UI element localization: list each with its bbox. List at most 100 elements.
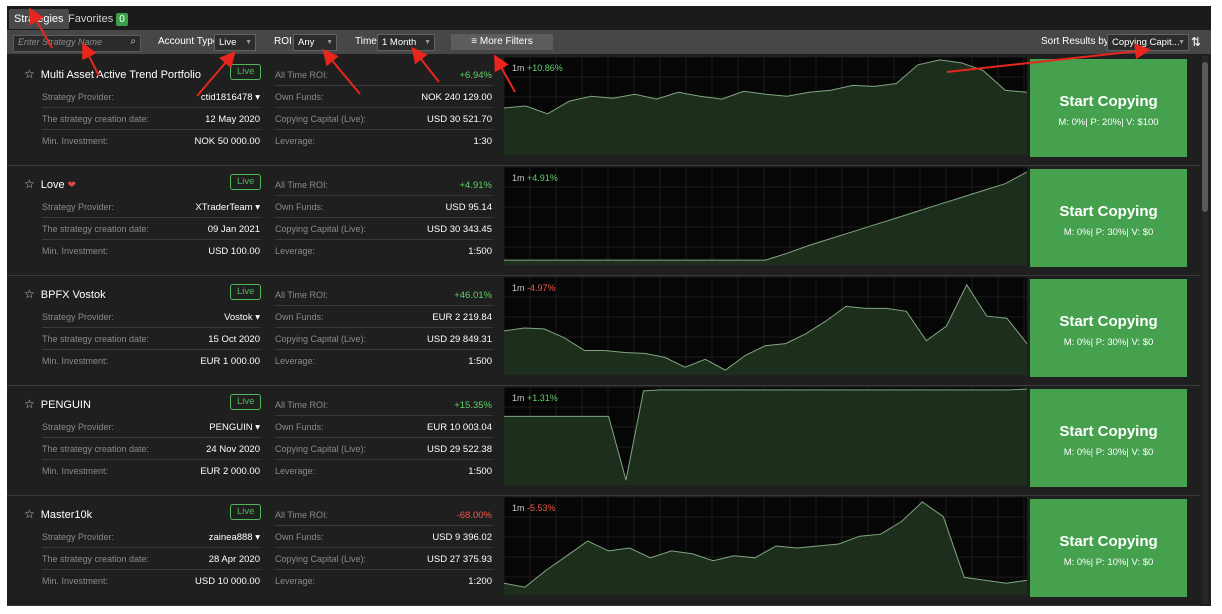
- more-filters-button[interactable]: ≡ More Filters: [451, 34, 553, 50]
- provider-dropdown[interactable]: PENGUIN ▾: [209, 422, 260, 433]
- performance-chart[interactable]: 1m +4.91%: [504, 167, 1027, 265]
- divider: [275, 217, 493, 218]
- performance-chart[interactable]: 1m -5.53%: [504, 497, 1027, 595]
- own-funds-label: Own Funds:: [275, 312, 324, 322]
- chart-series-line: [504, 171, 1027, 261]
- chart-series-line: [504, 283, 1027, 371]
- fee-summary: M: 0%| P: 30%| V: $0: [1063, 447, 1154, 458]
- chart-canvas: [504, 167, 1027, 265]
- chart-change: +4.91%: [527, 173, 558, 183]
- favorite-star-icon[interactable]: ☆: [24, 397, 35, 411]
- divider: [275, 525, 493, 526]
- all-time-roi-value: +15.35%: [454, 400, 492, 411]
- chart-canvas: [504, 387, 1027, 485]
- own-funds-label: Own Funds:: [275, 422, 324, 432]
- min-investment-label: Min. Investment:: [42, 246, 109, 256]
- sort-direction-icon[interactable]: ⇅: [1191, 35, 1202, 49]
- provider-label: Strategy Provider:: [42, 92, 115, 102]
- live-badge: Live: [230, 64, 262, 80]
- all-time-roi-value: +4.91%: [459, 180, 493, 191]
- all-time-roi-value: -68.00%: [456, 510, 492, 521]
- chevron-down-icon: ▼: [326, 39, 333, 46]
- start-copying-button[interactable]: Start Copying M: 0%| P: 30%| V: $0: [1030, 389, 1187, 487]
- chart-period-change: 1m +4.91%: [512, 173, 558, 183]
- copying-capital-value: USD 29 522.38: [427, 444, 492, 455]
- chart-area-fill: [504, 284, 1027, 375]
- chart-period: 1m: [512, 173, 525, 183]
- sort-select[interactable]: Copying Capit... ▼: [1107, 34, 1189, 51]
- tab-favorites-label: Favorites: [68, 13, 114, 25]
- own-funds-label: Own Funds:: [275, 532, 324, 542]
- start-copying-button[interactable]: Start Copying M: 0%| P: 30%| V: $0: [1030, 169, 1187, 267]
- all-time-roi-label: All Time ROI:: [275, 400, 329, 410]
- chart-period-change: 1m -5.53%: [512, 503, 556, 513]
- own-funds-value: USD 9 396.02: [432, 532, 492, 543]
- copying-capital-label: Copying Capital (Live):: [275, 334, 367, 344]
- more-filters-label: More Filters: [479, 36, 533, 47]
- chart-change: +1.31%: [527, 393, 558, 403]
- strategy-name[interactable]: ☆ PENGUIN: [24, 397, 91, 411]
- strategy-name-text[interactable]: Master10k: [40, 509, 93, 521]
- strategy-name[interactable]: ☆ BPFX Vostok: [24, 287, 106, 301]
- start-copying-label: Start Copying: [1059, 533, 1158, 550]
- scrollbar[interactable]: [1202, 56, 1208, 604]
- favorite-star-icon[interactable]: ☆: [24, 67, 35, 81]
- provider-dropdown[interactable]: zainea888 ▾: [208, 532, 260, 543]
- heart-icon: ❤: [67, 180, 77, 191]
- strategy-name[interactable]: ☆ Master10k: [24, 507, 92, 521]
- copying-capital-label: Copying Capital (Live):: [275, 224, 367, 234]
- performance-chart[interactable]: 1m +1.31%: [504, 387, 1027, 485]
- tab-favorites[interactable]: Favorites 0: [63, 9, 133, 29]
- favorite-star-icon[interactable]: ☆: [24, 507, 35, 521]
- copying-capital-label: Copying Capital (Live):: [275, 444, 367, 454]
- divider: [42, 239, 261, 240]
- chart-series-line: [504, 59, 1027, 115]
- strategy-name-text[interactable]: Multi Asset Active Trend Portfolio: [40, 69, 201, 81]
- search-icon[interactable]: ⌕: [130, 36, 136, 47]
- leverage-value: 1:500: [468, 356, 492, 367]
- divider: [42, 107, 261, 108]
- divider: [42, 327, 261, 328]
- favorites-count-badge: 0: [116, 13, 128, 26]
- all-time-roi-label: All Time ROI:: [275, 510, 329, 520]
- own-funds-value: USD 95.14: [445, 202, 492, 213]
- chart-canvas: [504, 277, 1027, 375]
- scrollbar-thumb[interactable]: [1202, 62, 1208, 212]
- filter-bar: Enter Strategy Name ⌕ Account Type Live ▼…: [7, 30, 1211, 54]
- fee-summary: M: 0%| P: 30%| V: $0: [1063, 337, 1154, 348]
- all-time-roi-label: All Time ROI:: [275, 290, 329, 300]
- creation-date-value: 15 Oct 2020: [208, 334, 260, 345]
- search-input[interactable]: Enter Strategy Name ⌕: [13, 35, 141, 52]
- strategy-name[interactable]: ☆ Multi Asset Active Trend Portfolio: [24, 67, 201, 81]
- start-copying-button[interactable]: Start Copying M: 0%| P: 30%| V: $0: [1030, 279, 1187, 377]
- divider: [42, 217, 261, 218]
- performance-chart[interactable]: 1m -4.97%: [504, 277, 1027, 375]
- account-type-select[interactable]: Live ▼: [214, 34, 256, 51]
- start-copying-button[interactable]: Start Copying M: 0%| P: 10%| V: $0: [1030, 499, 1187, 597]
- copying-capital-value: USD 27 375.93: [427, 554, 492, 565]
- chart-period-change: 1m +10.86%: [512, 63, 563, 73]
- tab-strategies[interactable]: Strategies: [9, 9, 69, 29]
- strategy-row: ☆ Master10k Live Strategy Provider: zaine…: [7, 496, 1200, 606]
- performance-chart[interactable]: 1m +10.86%: [504, 57, 1027, 155]
- provider-dropdown[interactable]: Vostok ▾: [224, 312, 260, 323]
- min-investment-value: USD 100.00: [208, 246, 260, 257]
- strategy-name-text[interactable]: PENGUIN: [40, 399, 91, 411]
- strategy-name-text[interactable]: BPFX Vostok: [40, 289, 106, 301]
- sort-value: Copying Capit...: [1112, 37, 1180, 48]
- start-copying-label: Start Copying: [1059, 423, 1158, 440]
- live-badge: Live: [230, 284, 262, 300]
- provider-dropdown[interactable]: ctid1816478 ▾: [200, 92, 260, 103]
- strategy-name-text[interactable]: Love: [40, 179, 65, 191]
- chart-canvas: [504, 57, 1027, 155]
- time-select[interactable]: 1 Month ▼: [377, 34, 435, 51]
- strategy-name[interactable]: ☆ Love ❤: [24, 177, 76, 191]
- copying-capital-value: USD 30 343.45: [427, 224, 492, 235]
- start-copying-label: Start Copying: [1059, 93, 1158, 110]
- start-copying-button[interactable]: Start Copying M: 0%| P: 20%| V: $100: [1030, 59, 1187, 157]
- favorite-star-icon[interactable]: ☆: [24, 177, 35, 191]
- favorite-star-icon[interactable]: ☆: [24, 287, 35, 301]
- roi-select[interactable]: Any ▼: [293, 34, 337, 51]
- chart-area-fill: [504, 171, 1027, 265]
- provider-dropdown[interactable]: XTraderTeam ▾: [195, 202, 260, 213]
